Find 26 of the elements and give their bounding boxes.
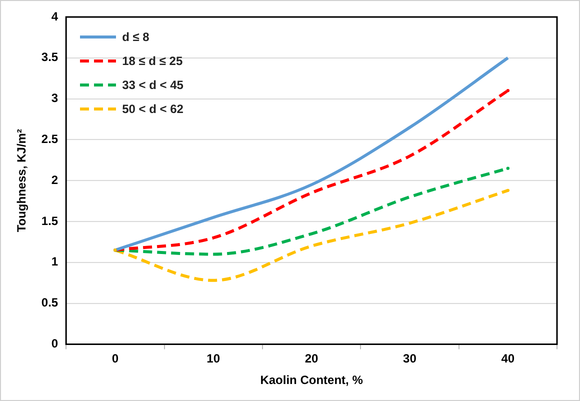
legend-label: 33 < d < 45 <box>122 78 184 92</box>
y-tick-label: 1.5 <box>41 214 58 228</box>
x-tick-label: 10 <box>206 352 220 366</box>
y-tick-label: 1 <box>51 254 58 269</box>
x-tick-label: 30 <box>403 352 417 366</box>
y-tick-label: 2 <box>51 172 58 187</box>
y-tick-label: 0.5 <box>41 296 58 310</box>
x-tick-label: 0 <box>112 352 119 366</box>
line-series <box>114 89 510 252</box>
x-tick-label: 40 <box>501 352 515 366</box>
y-tick-label: 0 <box>51 336 58 351</box>
y-tick-label: 3 <box>51 91 58 106</box>
point <box>506 188 510 192</box>
point <box>506 166 510 170</box>
line-series <box>114 188 510 282</box>
y-tick-label: 2.5 <box>41 132 58 146</box>
point <box>506 89 510 92</box>
y-tick-label: 3.5 <box>41 50 58 64</box>
x-axis-title: Kaolin Content, % <box>260 373 364 388</box>
y-tick-label: 4 <box>51 9 58 24</box>
line-series <box>114 56 510 252</box>
legend-label: 18 ≤ d ≤ 25 <box>122 54 183 68</box>
x-tick-label: 20 <box>304 352 319 366</box>
legend-label: d ≤ 8 <box>122 30 150 44</box>
y-axis-title: Toughness, KJ/m² <box>14 129 29 232</box>
legend-label: 50 < d < 62 <box>122 102 184 116</box>
